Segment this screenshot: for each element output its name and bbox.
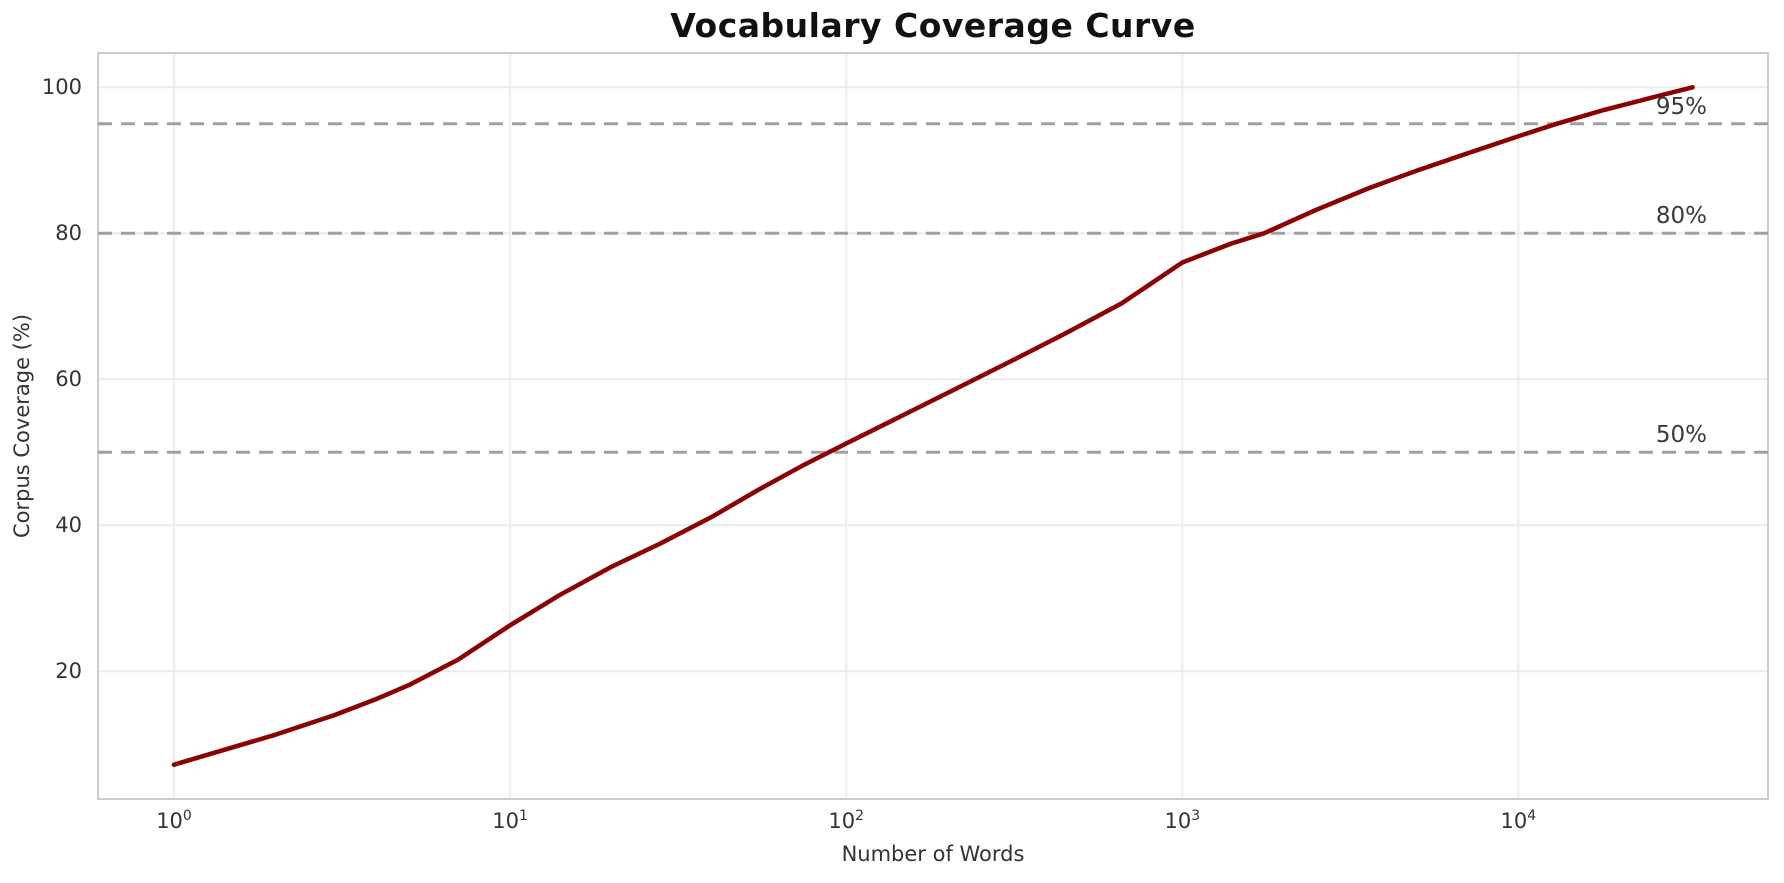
x-tick-label: 100 bbox=[156, 808, 192, 833]
x-tick-label: 103 bbox=[1164, 808, 1201, 833]
x-axis-label: Number of Words bbox=[841, 842, 1025, 866]
x-tick-label: 102 bbox=[828, 808, 865, 833]
chart-title: Vocabulary Coverage Curve bbox=[670, 6, 1196, 45]
threshold-label: 95% bbox=[1655, 93, 1707, 120]
y-tick-label: 100 bbox=[41, 75, 82, 100]
y-tick-label: 20 bbox=[55, 659, 82, 684]
y-axis-label: Corpus Coverage (%) bbox=[10, 313, 34, 539]
y-tick-label: 60 bbox=[55, 367, 82, 392]
y-tick-label: 80 bbox=[55, 221, 82, 246]
y-tick-label: 40 bbox=[55, 513, 82, 538]
coverage-curve bbox=[171, 85, 1695, 767]
plot-border bbox=[97, 52, 1769, 800]
threshold-label: 50% bbox=[1655, 422, 1707, 449]
threshold-label: 80% bbox=[1655, 203, 1707, 230]
x-tick-label: 104 bbox=[1500, 808, 1537, 833]
x-tick-label: 101 bbox=[492, 808, 528, 833]
